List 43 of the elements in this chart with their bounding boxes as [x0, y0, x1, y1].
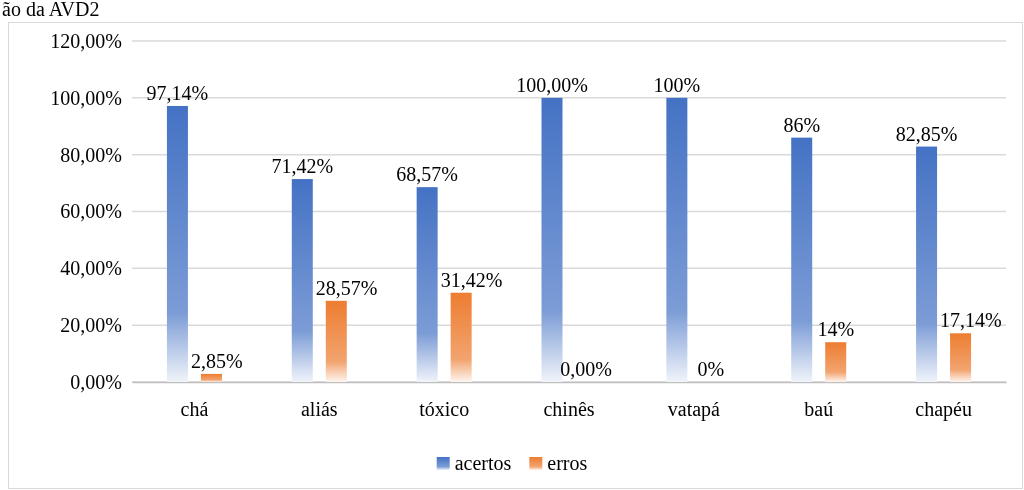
data-label: 97,14%: [146, 81, 209, 104]
bar: [166, 105, 188, 382]
bar: [200, 373, 222, 382]
bar: [825, 342, 847, 382]
data-label: 68,57%: [396, 163, 458, 186]
data-label: 0%: [697, 358, 725, 380]
data-label: 82,85%: [895, 122, 958, 145]
y-tick-label: 60,00%: [60, 200, 122, 223]
x-tick-label: vatapá: [667, 398, 721, 422]
data-label: 86%: [783, 113, 821, 136]
legend-label: erros: [547, 452, 588, 474]
data-label: 100%: [653, 73, 701, 96]
data-label: 17,14%: [940, 309, 1002, 332]
y-tick-label: 0,00%: [70, 370, 122, 393]
x-tick-label: chá: [180, 398, 209, 421]
x-tick-label: chinês: [543, 398, 595, 421]
data-label: 100,00%: [516, 73, 588, 96]
y-tick-label: 40,00%: [60, 257, 122, 280]
bar: [916, 146, 938, 382]
y-tick-label: 120,00%: [50, 29, 122, 52]
bar: [291, 179, 313, 382]
data-label: 28,57%: [315, 276, 378, 299]
bar: [416, 187, 438, 382]
bar: [791, 137, 813, 382]
x-tick-label: tóxico: [419, 398, 470, 421]
x-tick-label: aliás: [300, 398, 338, 421]
x-tick-label: chapéu: [915, 398, 972, 422]
bar: [666, 97, 688, 382]
chart-title: ão da AVD2: [2, 0, 100, 20]
bar: [325, 300, 347, 382]
data-label: 14%: [817, 318, 855, 341]
bar: [450, 292, 472, 382]
bar: [541, 97, 563, 382]
data-label: 0,00%: [560, 358, 612, 380]
data-label: 71,42%: [271, 155, 334, 178]
data-label: 2,85%: [190, 349, 243, 372]
y-tick-label: 100,00%: [50, 86, 122, 109]
bar: [950, 333, 972, 382]
y-tick-label: 80,00%: [60, 143, 122, 166]
legend-label: acertos: [454, 452, 512, 474]
x-tick-label: baú: [804, 398, 834, 421]
data-label: 31,42%: [440, 268, 503, 291]
y-tick-label: 20,00%: [60, 314, 122, 337]
